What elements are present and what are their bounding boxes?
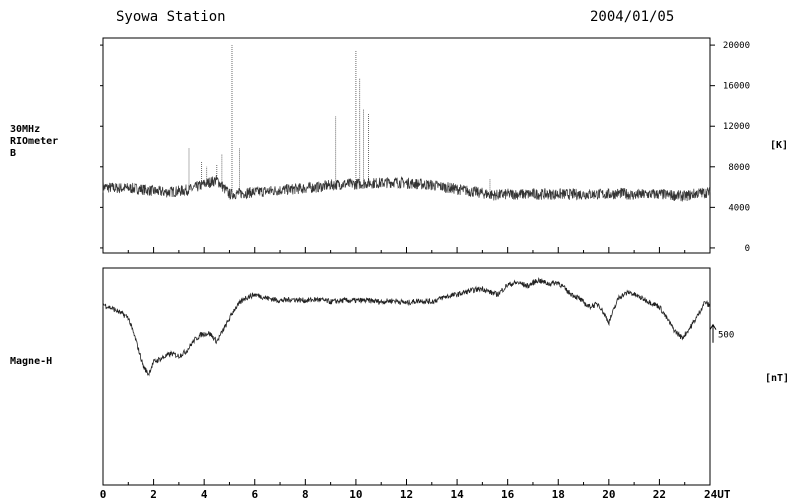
magne-x-axis: 0 2 4 6 8 10 12 14 16 18 20 22 24UT	[100, 479, 731, 501]
magne-x-tick-label: 4	[201, 488, 208, 501]
magne-x-tick-label: 6	[251, 488, 258, 501]
magne-x-tick-label: 24UT	[704, 488, 731, 501]
magne-label: Magne-H	[10, 356, 53, 367]
riometer-y-tick-label: 20000	[723, 41, 750, 51]
riometer-label-line-2: RIOmeter	[10, 136, 59, 147]
riometer-label: 30MHz RIOmeter B	[10, 124, 58, 160]
magne-x-tick-label: 22	[653, 488, 666, 501]
riometer-series	[102, 45, 711, 202]
magne-scale-bar: 500	[709, 323, 734, 343]
scale-bar-arrow-icon	[709, 323, 717, 330]
scale-bar-label: 500	[718, 331, 734, 341]
magne-x-tick-label: 14	[450, 488, 464, 501]
riometer-y-tick-label: 0	[745, 244, 750, 254]
riometer-line	[102, 175, 711, 202]
riometer-y-tick-label: 8000	[728, 163, 750, 173]
riometer-label-line-3: B	[10, 148, 17, 159]
riometer-y-tick-label: 4000	[728, 203, 750, 213]
riometer-y-tick-label: 16000	[723, 82, 750, 92]
magne-x-tick-label: 20	[602, 488, 615, 501]
magne-x-tick-label: 16	[501, 488, 515, 501]
magne-x-tick-label: 8	[302, 488, 309, 501]
magne-x-tick-label: 10	[349, 488, 362, 501]
riometer-y-axis: 0 4000 8000 12000 16000 20000	[100, 41, 750, 254]
magne-x-tick-label: 12	[400, 488, 413, 501]
magne-series	[102, 276, 711, 377]
station-title: Syowa Station	[116, 9, 226, 25]
magne-line	[102, 276, 711, 377]
riometer-unit: [K]	[770, 140, 789, 151]
magne-plot-frame	[102, 267, 711, 486]
riometer-label-line-1: 30MHz	[10, 124, 41, 135]
date-label: 2004/01/05	[590, 9, 675, 25]
riometer-y-tick-label: 12000	[723, 122, 750, 132]
magne-x-tick-label: 0	[100, 488, 107, 501]
magne-unit: [nT]	[765, 373, 790, 384]
magne-x-tick-label: 2	[150, 488, 157, 501]
riometer-x-ticks	[102, 247, 711, 253]
riometer-plot-frame	[102, 37, 711, 254]
magne-x-tick-label: 18	[552, 488, 565, 501]
